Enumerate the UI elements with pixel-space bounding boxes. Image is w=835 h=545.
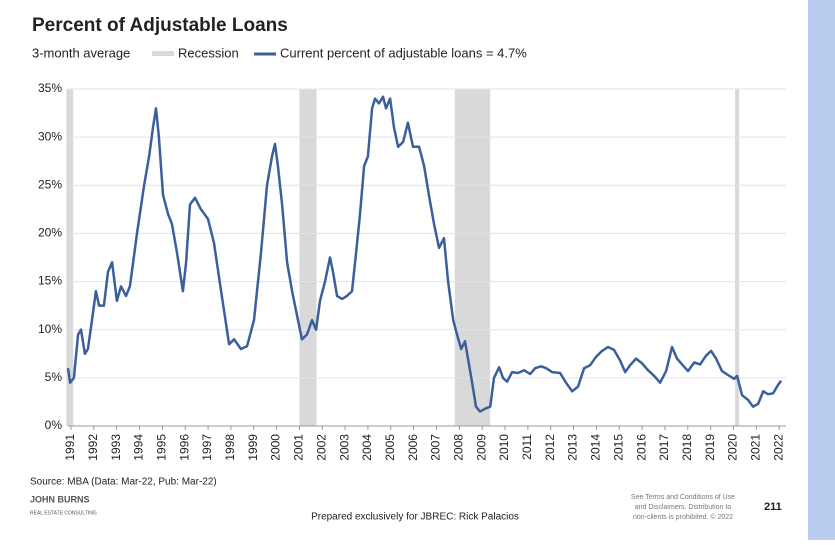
x-tick-label: 2020: [726, 434, 740, 461]
y-tick-label: 5%: [45, 370, 63, 384]
x-tick-label: 2015: [611, 434, 625, 461]
x-tick-label: 2019: [703, 434, 717, 461]
x-tick-label: 2003: [337, 434, 351, 461]
x-tick-label: 2007: [429, 434, 443, 461]
x-tick-label: 2013: [566, 434, 580, 461]
legend-label: Recession: [178, 45, 239, 60]
x-tick-label: 2014: [589, 434, 603, 461]
y-tick-label: 15%: [38, 274, 62, 288]
y-tick-label: 0%: [45, 418, 63, 432]
x-tick-label: 1991: [63, 434, 77, 461]
x-tick-label: 2012: [543, 434, 557, 461]
x-tick-label: 2006: [406, 434, 420, 461]
footer: Prepared exclusively for JBREC: Rick Pal…: [311, 512, 519, 523]
recession-band: [454, 89, 491, 426]
disclaimer: See Terms and Conditions of Use: [631, 494, 735, 501]
x-tick-label: 1994: [132, 434, 146, 461]
x-tick-label: 2005: [383, 434, 397, 461]
chart-title: Percent of Adjustable Loans: [32, 15, 288, 36]
x-tick-label: 1993: [109, 434, 123, 461]
disclaimer: non-clients is prohibited. © 2022: [633, 513, 733, 521]
side-bar: [808, 0, 835, 540]
recession-band: [66, 89, 74, 426]
y-tick-label: 25%: [38, 177, 62, 191]
y-tick-label: 30%: [38, 129, 62, 143]
x-tick-label: 2022: [771, 434, 785, 461]
x-tick-label: 1997: [200, 434, 214, 461]
legend-swatch-recession: [152, 51, 174, 56]
legend-label: Current percent of adjustable loans = 4.…: [280, 45, 527, 60]
page-number: 211: [764, 501, 782, 513]
x-tick-label: 2000: [269, 434, 283, 461]
y-tick-label: 10%: [38, 322, 62, 336]
x-tick-label: 2021: [748, 434, 762, 461]
disclaimer: and Disclaimers. Distribution to: [635, 504, 732, 511]
x-tick-label: 2002: [314, 434, 328, 461]
recession-band: [299, 89, 317, 426]
x-tick-label: 2001: [292, 434, 306, 461]
y-tick-label: 35%: [38, 81, 62, 95]
x-tick-label: 2011: [520, 434, 534, 460]
x-tick-label: 2016: [634, 434, 648, 461]
y-tick-label: 20%: [38, 226, 62, 240]
x-tick-label: 1999: [246, 434, 260, 461]
x-tick-label: 1992: [86, 434, 100, 461]
subtitle: 3-month average: [32, 45, 130, 60]
x-tick-label: 2010: [497, 434, 511, 461]
logo-sub: REAL ESTATE CONSULTING: [30, 510, 97, 516]
x-tick-label: 2018: [680, 434, 694, 461]
recession-band: [735, 89, 740, 426]
x-tick-label: 1998: [223, 434, 237, 461]
x-tick-label: 2004: [360, 434, 374, 461]
source: Source: MBA (Data: Mar-22, Pub: Mar-22): [30, 477, 217, 488]
logo: JOHN BURNS: [30, 494, 90, 504]
data-line: [66, 95, 783, 413]
x-tick-label: 1995: [155, 434, 169, 461]
x-tick-label: 1996: [177, 434, 191, 461]
x-tick-label: 2017: [657, 434, 671, 461]
x-tick-label: 2008: [451, 434, 465, 461]
x-tick-label: 2009: [474, 434, 488, 461]
